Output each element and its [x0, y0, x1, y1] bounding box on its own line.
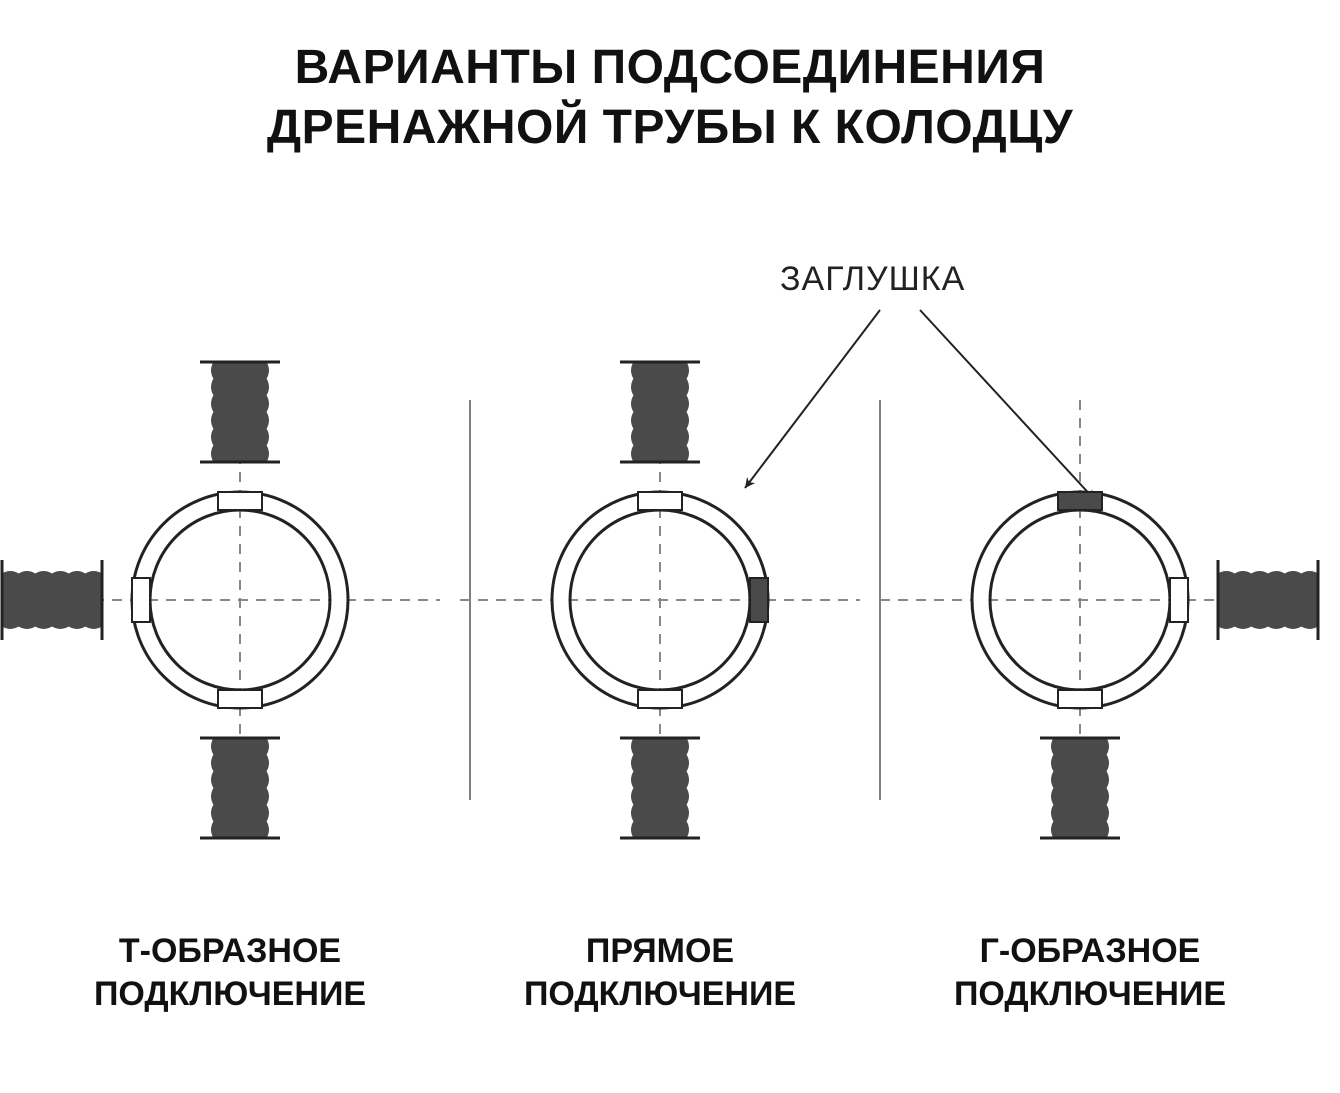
- callout-arrow: [920, 310, 1095, 500]
- well-diagram-l-shape: [880, 400, 1318, 838]
- port-open: [1170, 578, 1188, 622]
- pipe-body: [2, 572, 102, 629]
- port-plug: [750, 578, 768, 622]
- page: ВАРИАНТЫ ПОДСОЕДИНЕНИЯ ДРЕНАЖНОЙ ТРУБЫ К…: [0, 0, 1340, 1093]
- caption-1: ПРЯМОЕ ПОДКЛЮЧЕНИЕ: [450, 930, 870, 1015]
- well-diagram-straight: [460, 362, 860, 838]
- pipe-body: [212, 362, 269, 462]
- caption-2: Г-ОБРАЗНОЕ ПОДКЛЮЧЕНИЕ: [880, 930, 1300, 1015]
- port-open: [218, 690, 262, 708]
- port-open: [1058, 690, 1102, 708]
- pipe-body: [1218, 572, 1318, 629]
- pipe-body: [632, 362, 689, 462]
- pipe-body: [1052, 738, 1109, 838]
- callout-arrow: [745, 310, 880, 488]
- port-open: [638, 492, 682, 510]
- pipe-body: [632, 738, 689, 838]
- port-open: [132, 578, 150, 622]
- port-open: [218, 492, 262, 510]
- port-plug: [1058, 492, 1102, 510]
- caption-0: Т-ОБРАЗНОЕ ПОДКЛЮЧЕНИЕ: [20, 930, 440, 1015]
- pipe-body: [212, 738, 269, 838]
- well-diagram-t-shape: [2, 362, 440, 838]
- port-open: [638, 690, 682, 708]
